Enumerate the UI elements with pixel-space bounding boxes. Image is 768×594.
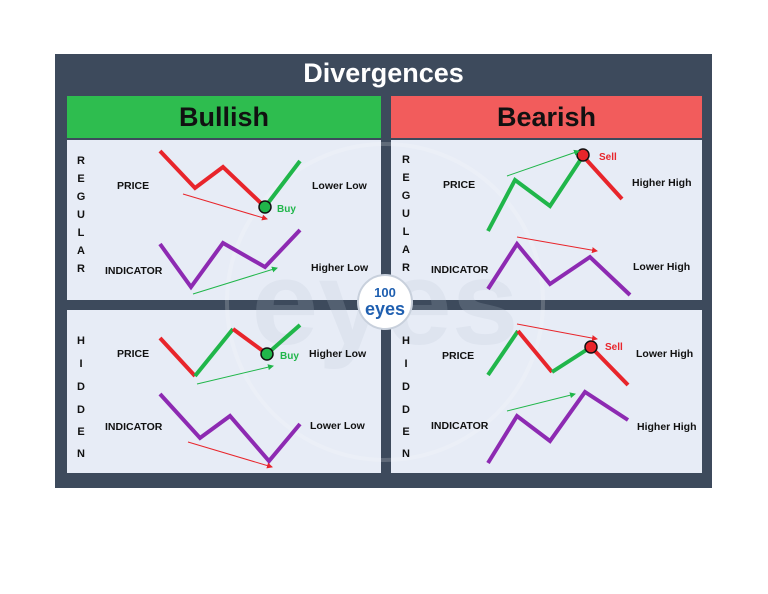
indicator-trend-arrow xyxy=(506,392,576,412)
price-trend-arrow xyxy=(196,364,274,385)
indicator-line xyxy=(158,228,302,291)
row-letter: E xyxy=(402,426,409,438)
indicator-trend-arrow xyxy=(192,266,278,295)
regular-vertical-label-left: R E G U L A R xyxy=(77,155,86,275)
price-line-down xyxy=(158,336,197,378)
row-letter: D xyxy=(77,381,85,393)
sell-signal-icon xyxy=(584,340,598,354)
indicator-line xyxy=(158,392,302,465)
logo-word: eyes xyxy=(365,299,405,319)
hidden-vertical-label-right: H I D D E N xyxy=(402,335,410,460)
logo: 100 eyes xyxy=(357,274,413,330)
indicator-trend-arrow xyxy=(187,441,273,469)
hidden-vertical-label-left: H I D D E N xyxy=(77,335,85,460)
indicator-note: Lower High xyxy=(633,261,690,273)
indicator-line xyxy=(486,240,632,297)
row-letter: E xyxy=(77,426,84,438)
row-letter: R xyxy=(77,263,85,275)
row-letter: R xyxy=(77,155,85,167)
divergence-drawing: eyes R E G U L A R PRICE INDICATOR Buy L… xyxy=(77,142,697,469)
regular-bullish-content: R E G U L A R PRICE INDICATOR Buy Lower … xyxy=(77,149,369,295)
regular-bearish-content: R E G U L A R PRICE INDICATOR Sell Highe… xyxy=(402,148,692,297)
hidden-bearish-panel xyxy=(391,310,702,473)
price-line-up xyxy=(265,323,302,356)
logo-badge xyxy=(357,274,413,330)
price-line-up xyxy=(263,159,302,209)
row-letter: L xyxy=(403,226,410,238)
row-letter: G xyxy=(402,190,411,202)
price-note: Lower High xyxy=(636,348,693,360)
signal-tag: Sell xyxy=(599,152,617,163)
row-letter: E xyxy=(402,172,409,184)
signal-tag: Sell xyxy=(605,342,623,353)
row-letter: A xyxy=(402,244,410,256)
row-letter: H xyxy=(402,335,410,347)
row-letter: A xyxy=(77,245,85,257)
row-letter: D xyxy=(402,404,410,416)
indicator-label: INDICATOR xyxy=(431,420,489,432)
row-letter: N xyxy=(77,448,85,460)
price-label: PRICE xyxy=(117,348,149,360)
price-line-up xyxy=(486,329,520,377)
buy-signal-icon xyxy=(258,200,272,214)
row-letter: D xyxy=(77,404,85,416)
row-letter: I xyxy=(79,358,82,370)
row-letter: H xyxy=(77,335,85,347)
price-line-down xyxy=(516,329,554,374)
row-letter: U xyxy=(402,208,410,220)
price-note: Higher Low xyxy=(309,348,367,360)
row-letter: R xyxy=(402,262,410,274)
row-letter: U xyxy=(77,209,85,221)
price-label: PRICE xyxy=(117,180,149,192)
row-letter: I xyxy=(404,358,407,370)
price-line-up xyxy=(193,327,235,378)
indicator-note: Higher Low xyxy=(311,262,369,274)
bearish-header: Bearish xyxy=(391,96,702,138)
bullish-header: Bullish xyxy=(67,96,381,138)
indicator-trend-arrow xyxy=(516,236,598,254)
price-line-down xyxy=(231,327,269,356)
indicator-label: INDICATOR xyxy=(105,265,163,277)
price-note: Lower Low xyxy=(312,180,368,192)
signal-tag: Buy xyxy=(280,351,299,362)
hidden-bullish-content: H I D D E N PRICE INDICATOR Buy Higher L… xyxy=(77,323,367,469)
row-letter: N xyxy=(402,448,410,460)
price-trend-arrow xyxy=(506,149,580,177)
indicator-label: INDICATOR xyxy=(431,264,489,276)
price-trend-arrow xyxy=(516,323,598,342)
price-trend-arrow xyxy=(182,193,268,221)
price-label: PRICE xyxy=(442,350,474,362)
page-title: Divergences xyxy=(303,58,464,88)
indicator-label: INDICATOR xyxy=(105,421,163,433)
price-line-up xyxy=(486,154,585,232)
price-line-down xyxy=(158,149,267,209)
indicator-line xyxy=(486,389,630,465)
price-note: Higher High xyxy=(632,177,692,189)
indicator-note: Higher High xyxy=(637,421,697,433)
indicator-note: Lower Low xyxy=(310,420,366,432)
price-line-down xyxy=(589,345,630,387)
row-letter: E xyxy=(77,173,84,185)
row-letter: G xyxy=(77,191,86,203)
row-letter: R xyxy=(402,154,410,166)
regular-vertical-label-right: R E G U L A R xyxy=(402,154,411,274)
row-letter: D xyxy=(402,381,410,393)
price-line-up xyxy=(550,345,593,374)
regular-bearish-panel xyxy=(391,140,702,300)
buy-signal-icon xyxy=(260,347,274,361)
row-letter: L xyxy=(78,227,85,239)
price-label: PRICE xyxy=(443,179,475,191)
hidden-bearish-content: H I D D E N PRICE INDICATOR Sell Lower H… xyxy=(402,323,697,465)
logo-number: 100 xyxy=(374,285,396,300)
price-line-down xyxy=(581,154,624,201)
divergences-infographic: Divergences Bullish Bearish eyes R E G U xyxy=(55,54,712,488)
signal-tag: Buy xyxy=(277,204,296,215)
